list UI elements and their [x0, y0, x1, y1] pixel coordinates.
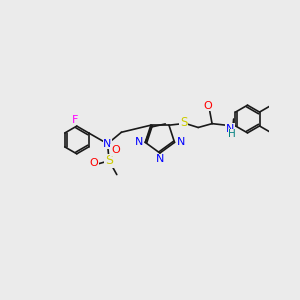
Text: N: N [135, 137, 143, 147]
Text: S: S [180, 116, 187, 129]
Text: O: O [89, 158, 98, 168]
Text: N: N [103, 139, 112, 149]
Text: O: O [111, 145, 120, 155]
Text: F: F [72, 115, 78, 125]
Text: N: N [176, 137, 185, 147]
Text: H: H [228, 129, 236, 140]
Text: N: N [226, 124, 234, 134]
Text: O: O [204, 101, 213, 111]
Text: N: N [156, 154, 164, 164]
Text: S: S [105, 154, 113, 167]
